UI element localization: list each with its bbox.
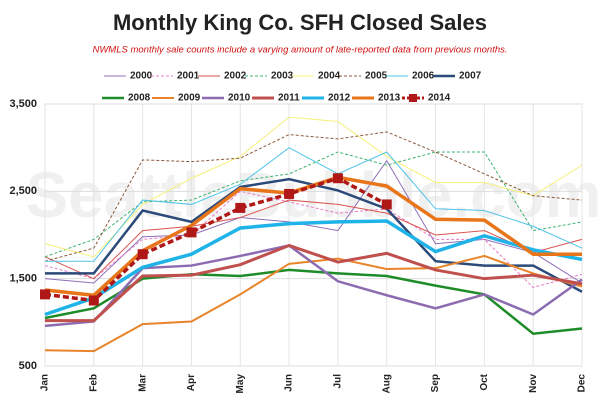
series-marker <box>381 199 392 210</box>
y-tick-label: 2,500 <box>9 185 37 197</box>
legend-label: 2010 <box>228 93 251 104</box>
legend-label: 2001 <box>177 71 200 82</box>
legend-label: 2003 <box>271 71 294 82</box>
series-line <box>44 116 583 258</box>
legend-marker <box>409 94 417 102</box>
legend-label: 2009 <box>178 93 201 104</box>
legend-label: 2004 <box>318 71 341 82</box>
series-line <box>44 159 583 284</box>
series-line <box>44 176 388 303</box>
series-line <box>44 254 583 353</box>
legend-label: 2007 <box>459 71 482 82</box>
series-marker <box>40 289 50 300</box>
x-tick-label: Nov <box>528 374 539 393</box>
series-marker <box>137 249 148 260</box>
x-tick-label: Aug <box>381 374 392 393</box>
legend-label: 2002 <box>224 71 247 82</box>
series-marker <box>186 227 197 238</box>
legend-label: 2000 <box>130 71 153 82</box>
y-tick-label: 1,500 <box>9 273 37 285</box>
x-tick-label: May <box>235 374 246 394</box>
series-marker <box>88 295 99 306</box>
legend-label: 2005 <box>365 71 388 82</box>
series-marker <box>235 202 246 213</box>
legend-label: 2006 <box>412 71 435 82</box>
x-tick-label: Jan <box>40 374 51 391</box>
plot-area <box>44 103 583 367</box>
x-tick-label: Dec <box>577 374 588 393</box>
series-line <box>44 199 583 280</box>
series-line <box>44 131 583 262</box>
series-line <box>44 244 583 328</box>
series-marker <box>284 188 295 199</box>
y-tick-label: 500 <box>19 360 37 372</box>
x-tick-label: Oct <box>479 373 490 390</box>
x-tick-label: Sep <box>430 374 441 392</box>
series-marker <box>332 173 343 184</box>
x-tick-label: Jul <box>333 374 344 389</box>
legend-label: 2011 <box>278 93 300 104</box>
chart-title: Monthly King Co. SFH Closed Sales <box>113 10 487 35</box>
x-tick-label: Jun <box>284 374 295 392</box>
legend-label: 2014 <box>428 93 451 104</box>
x-tick-label: Apr <box>186 374 197 391</box>
chart-subtitle: NWMLS monthly sale counts include a vary… <box>92 45 507 56</box>
x-tick-label: Feb <box>88 374 99 392</box>
series-line <box>44 151 583 258</box>
legend-label: 2012 <box>328 93 351 104</box>
x-tick-label: Mar <box>137 374 148 392</box>
series-line <box>45 243 583 323</box>
series-line <box>44 190 583 288</box>
legend-label: 2013 <box>378 93 401 104</box>
legend-label: 2008 <box>128 93 151 104</box>
series-line <box>44 219 583 317</box>
series-line <box>45 147 583 262</box>
y-tick-label: 3,500 <box>9 98 37 110</box>
